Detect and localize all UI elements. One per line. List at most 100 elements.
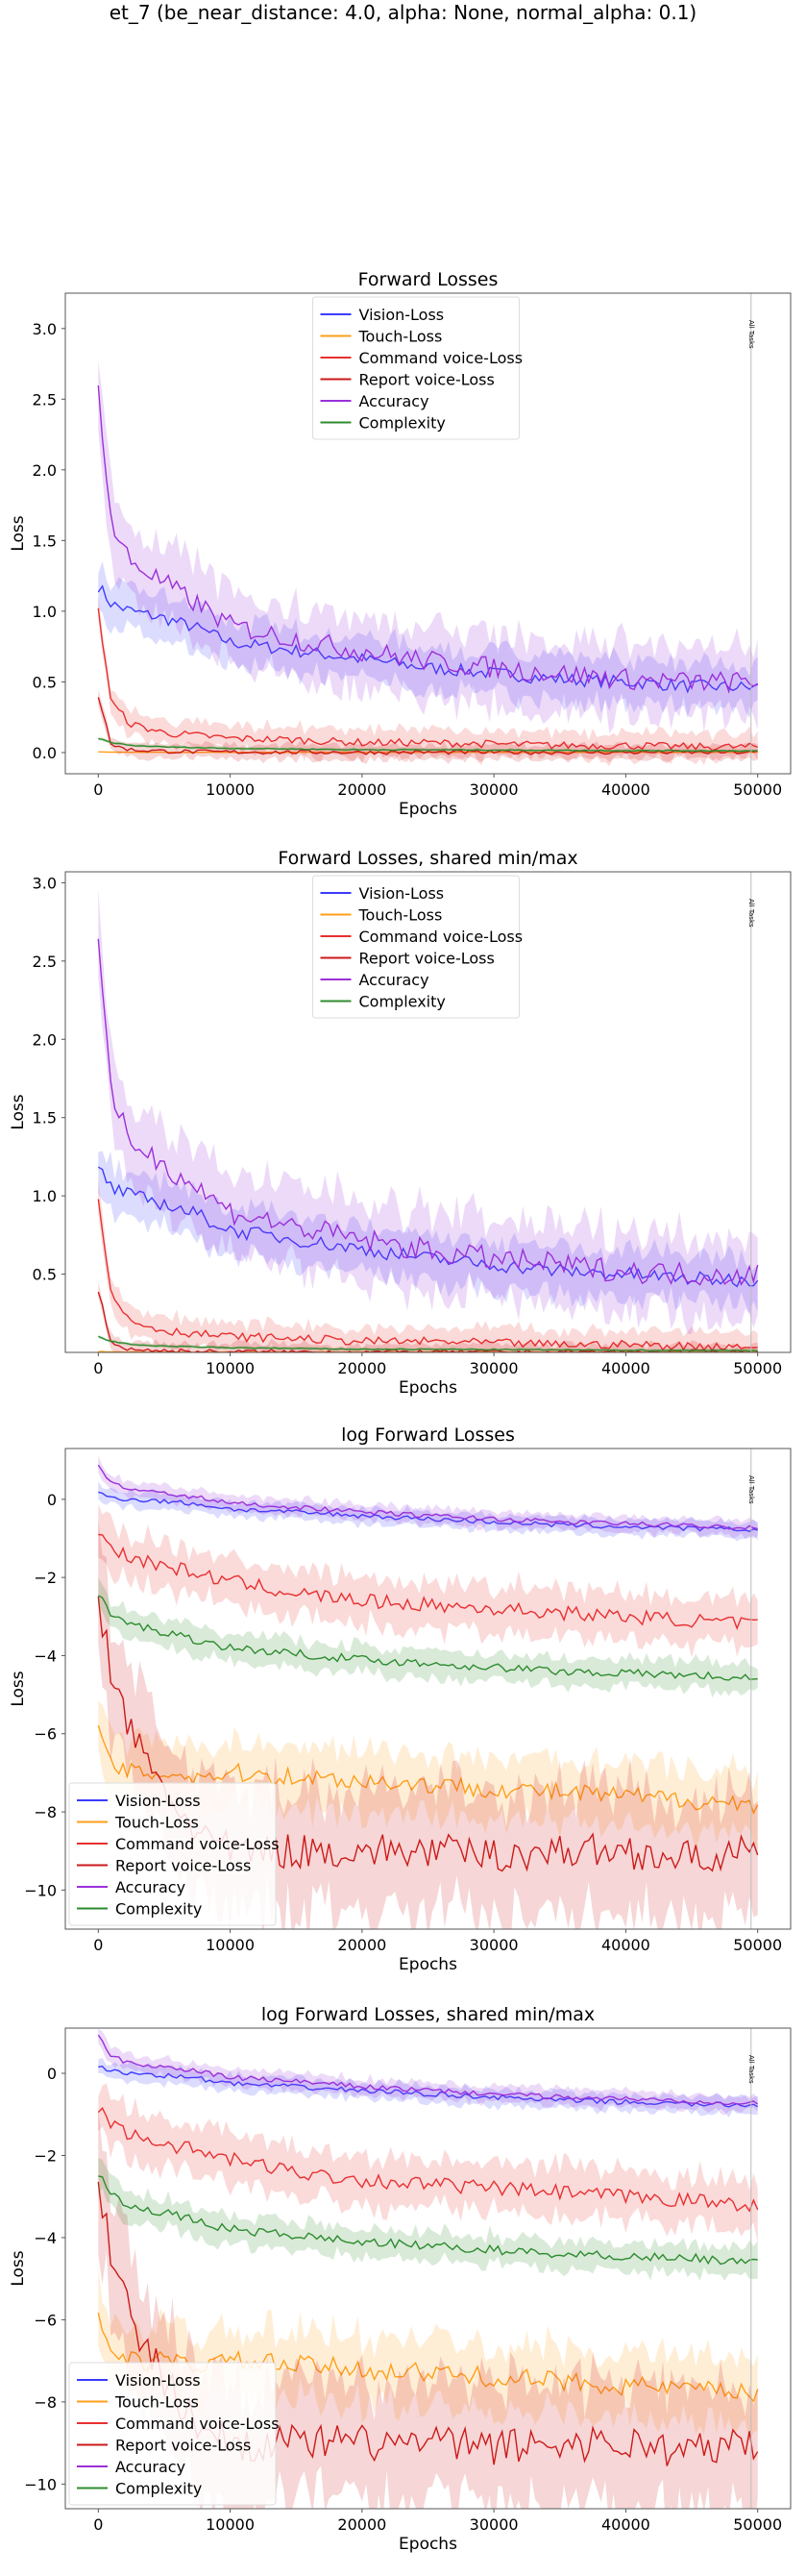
series-line-vision-loss <box>98 2065 759 2108</box>
x-tick-label: 10000 <box>206 1936 255 1954</box>
x-tick-label: 20000 <box>337 1936 386 1954</box>
series-line-accuracy <box>97 1464 758 1530</box>
band-command-voice-loss <box>98 1179 758 1352</box>
legend: Vision-Loss Touch-Loss Command voice-Loss R… <box>312 875 523 1019</box>
y-axis-label: Loss <box>9 1671 28 1706</box>
legend-box <box>312 296 520 440</box>
series-line-vision-loss <box>97 584 758 694</box>
y-tick-label: 0.0 <box>33 744 57 762</box>
band-accuracy <box>98 1455 758 1540</box>
x-tick-label: 40000 <box>601 1936 650 1954</box>
band-vision-loss <box>98 1151 758 1314</box>
band-report-voice-loss <box>98 689 758 764</box>
y-tick-label: −4 <box>34 1647 57 1665</box>
legend-label-touch-loss: Touch-Loss <box>114 2393 199 2412</box>
legend-label-report-voice-loss: Report voice-Loss <box>359 371 495 389</box>
chart-log-forward-losses-shared: log Forward Losses, shared min/max All Ta… <box>9 2004 792 2554</box>
chart-title: log Forward Losses <box>341 1424 515 1446</box>
series-line-complexity <box>98 737 758 753</box>
y-tick-label: 0 <box>47 1491 57 1509</box>
legend: Vision-Loss Touch-Loss Command voice-Loss R… <box>312 296 524 440</box>
band-touch-loss <box>98 1700 758 1852</box>
y-tick-label: −8 <box>34 1803 57 1821</box>
y-axis-label: Loss <box>9 1094 28 1129</box>
x-tick-label: 20000 <box>337 2515 386 2534</box>
y-axis-label: Loss <box>9 515 28 551</box>
y-tick-label: 0.5 <box>33 1266 57 1284</box>
legend-label-command-voice-loss: Command voice-Loss <box>115 2415 280 2433</box>
y-tick-label: 1.0 <box>33 603 57 621</box>
y-tick-label: 0.5 <box>33 673 57 691</box>
x-tick-label: 0 <box>93 2515 103 2534</box>
plot-frame <box>64 871 792 1353</box>
band-command-voice-loss <box>98 2083 758 2243</box>
plot-frame <box>64 292 792 775</box>
y-tick-label: 1.5 <box>33 1109 57 1127</box>
task-marker-label: All Tasks <box>747 899 755 928</box>
band-touch-loss <box>98 2266 758 2442</box>
x-tick-label: 10000 <box>206 780 255 799</box>
task-marker-label: All Tasks <box>747 2055 755 2084</box>
x-axis-label: Epochs <box>399 2535 457 2554</box>
x-axis-label: Epochs <box>399 1378 457 1398</box>
legend-label-complexity: Complexity <box>359 993 446 1011</box>
band-report-voice-loss <box>98 2107 758 2509</box>
legend-label-accuracy: Accuracy <box>115 2458 185 2476</box>
plot-area <box>97 360 759 766</box>
plot-frame <box>64 2027 792 2510</box>
band-accuracy <box>98 2028 758 2116</box>
chart-forward-losses: Forward Losses All Tasks 0 10000 20000 30000 4… <box>9 269 792 819</box>
legend-label-complexity: Complexity <box>359 414 446 433</box>
y-tick-label: −4 <box>34 2229 57 2247</box>
series-line-report-voice-loss <box>97 1291 759 1352</box>
legend: Vision-Loss Touch-Loss Command voice-Loss R… <box>68 1782 280 1926</box>
chart-title: Forward Losses, shared min/max <box>278 848 577 869</box>
band-complexity <box>98 1577 758 1698</box>
x-tick-label: 0 <box>93 780 103 799</box>
band-accuracy <box>98 360 758 733</box>
figure-title: et_7 (be_near_distance: 4.0, alpha: None… <box>109 1 697 24</box>
series-line-report-voice-loss <box>97 697 758 755</box>
legend-label-vision-loss: Vision-Loss <box>115 2371 201 2390</box>
chart-title: log Forward Losses, shared min/max <box>261 2004 595 2025</box>
x-tick-label: 30000 <box>470 1359 519 1377</box>
task-marker-label: All Tasks <box>747 1475 755 1504</box>
legend-label-accuracy: Accuracy <box>359 392 429 410</box>
y-tick-label: 2.0 <box>33 461 57 480</box>
y-tick-label: −10 <box>24 2475 57 2493</box>
series-line-accuracy <box>97 938 759 1286</box>
series-line-complexity <box>98 1335 758 1352</box>
x-tick-label: 40000 <box>601 780 650 799</box>
y-tick-label: 3.0 <box>33 320 57 338</box>
series-line-complexity <box>98 2175 758 2266</box>
series-line-accuracy <box>97 384 759 694</box>
y-tick-label: −2 <box>34 1569 57 1587</box>
y-tick-label: 3.0 <box>33 874 57 892</box>
legend-box <box>68 1782 277 1926</box>
series-line-accuracy <box>97 2034 759 2106</box>
legend-label-touch-loss: Touch-Loss <box>358 906 443 925</box>
legend-label-touch-loss: Touch-Loss <box>358 328 443 346</box>
y-tick-label: 0 <box>47 2065 57 2083</box>
legend-label-command-voice-loss: Command voice-Loss <box>359 349 524 367</box>
x-tick-label: 50000 <box>733 780 782 799</box>
chart-log-forward-losses: log Forward Losses All Tasks 0 10000 20000 30… <box>9 1424 792 1974</box>
plot-area <box>97 2028 759 2509</box>
task-marker-label: All Tasks <box>747 320 755 349</box>
legend-label-vision-loss: Vision-Loss <box>115 1792 201 1810</box>
plot-area <box>97 888 759 1352</box>
x-tick-label: 0 <box>93 1359 103 1377</box>
legend-label-vision-loss: Vision-Loss <box>359 884 445 903</box>
legend-label-complexity: Complexity <box>115 2480 202 2498</box>
series-line-command-voice-loss <box>97 2106 759 2213</box>
x-tick-label: 50000 <box>733 1359 782 1377</box>
legend-label-touch-loss: Touch-Loss <box>114 1814 199 1832</box>
legend-label-report-voice-loss: Report voice-Loss <box>359 950 495 968</box>
y-tick-label: 1.0 <box>33 1187 57 1205</box>
legend-box <box>68 2362 277 2506</box>
legend-label-command-voice-loss: Command voice-Loss <box>115 1835 280 1853</box>
x-tick-label: 30000 <box>470 2515 519 2534</box>
legend-box <box>312 875 520 1019</box>
legend-label-accuracy: Accuracy <box>359 971 429 989</box>
x-tick-label: 0 <box>93 1936 103 1954</box>
